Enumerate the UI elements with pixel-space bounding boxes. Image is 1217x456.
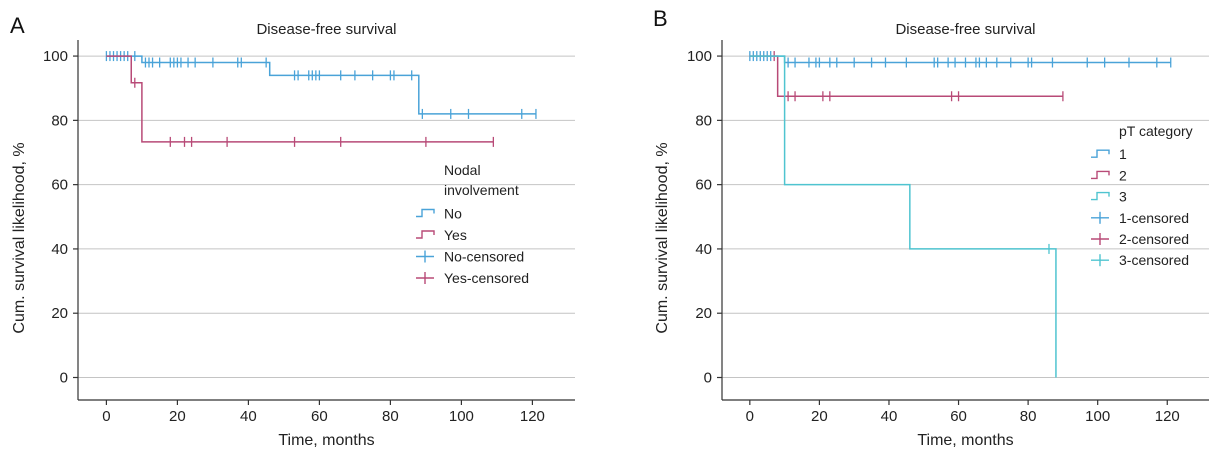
legend-title: Nodal (444, 162, 481, 178)
legend: pT category 1 2 3 1-censored 2-censored 3-cens… (1091, 123, 1193, 268)
x-tick-label: 60 (311, 408, 328, 425)
legend-title: pT category (1119, 123, 1193, 139)
y-tick-label: 100 (43, 48, 68, 65)
y-tick-label: 100 (687, 48, 712, 65)
legend-label: No-censored (444, 249, 524, 265)
y-tick-label: 60 (51, 177, 68, 194)
x-tick-label: 0 (746, 408, 754, 425)
y-axis-label: Cum. survival likelihood, % (11, 142, 28, 333)
y-axis-label: Cum. survival likelihood, % (654, 142, 671, 333)
x-tick-label: 120 (1155, 408, 1180, 425)
x-tick-label: 40 (240, 408, 257, 425)
y-tick-label: 80 (51, 112, 68, 129)
legend-label: No (444, 206, 462, 222)
y-tick-label: 0 (704, 370, 712, 387)
panel-B: B Disease-free survival 0 20 40 60 80 100 0 20 40 6… (653, 6, 1209, 449)
x-tick-label: 80 (1020, 408, 1037, 425)
x-tick-label: 100 (449, 408, 474, 425)
y-tick-label: 20 (51, 305, 68, 322)
series-No-line (106, 55, 536, 115)
legend-symbol-step (1091, 149, 1110, 158)
legend-title: involvement (444, 182, 519, 198)
legend-symbol-step (416, 208, 435, 218)
legend-label: 2 (1119, 167, 1127, 183)
legend-label: 3-censored (1119, 252, 1189, 268)
panel-letter: B (653, 6, 668, 31)
y-tick-label: 80 (695, 112, 712, 129)
y-tick-label: 40 (51, 241, 68, 258)
series-1-line (749, 55, 1171, 64)
legend: Nodal involvement No Yes No-censored Yes-cens… (416, 162, 529, 286)
x-tick-label: 20 (811, 408, 828, 425)
x-axis-label: Time, months (917, 432, 1013, 449)
x-tick-label: 100 (1085, 408, 1110, 425)
x-tick-label: 0 (102, 408, 110, 425)
x-tick-label: 20 (169, 408, 186, 425)
x-axis-label: Time, months (278, 432, 374, 449)
legend-label: 1 (1119, 146, 1127, 162)
legend-symbol-step (1091, 170, 1110, 180)
y-tick-label: 60 (695, 177, 712, 194)
legend-label: 2-censored (1119, 231, 1189, 247)
legend-label: 1-censored (1119, 210, 1189, 226)
x-tick-label: 40 (881, 408, 898, 425)
legend-label: Yes-censored (444, 270, 529, 286)
y-tick-label: 0 (60, 370, 68, 387)
x-tick-label: 60 (950, 408, 967, 425)
legend-label: Yes (444, 227, 467, 243)
chart-title: Disease-free survival (895, 21, 1035, 38)
x-tick-label: 80 (382, 408, 399, 425)
series-3-line (749, 55, 1057, 378)
x-tick-label: 120 (520, 408, 545, 425)
panel-letter: A (10, 13, 25, 38)
panel-A: A Disease-free survival 0 20 40 60 80 100 0 20 40 6… (10, 13, 575, 449)
legend-symbol-step (1091, 191, 1110, 201)
y-tick-label: 20 (695, 305, 712, 322)
legend-label: 3 (1119, 189, 1127, 205)
legend-symbol-step (416, 230, 435, 239)
series-Yes-line (106, 55, 494, 143)
y-tick-label: 40 (695, 241, 712, 258)
chart-title: Disease-free survival (256, 21, 396, 38)
